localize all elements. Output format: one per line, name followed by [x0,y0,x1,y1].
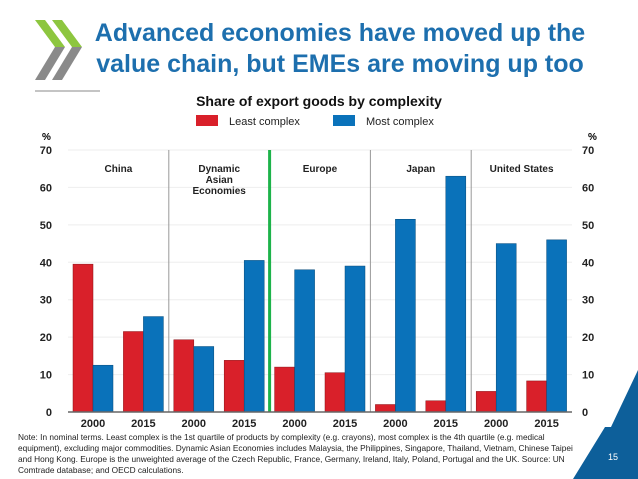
legend-label-least: Least complex [229,116,300,128]
legend-swatch-least [196,115,218,126]
x-tick-label: 2015 [434,418,458,430]
y-tick-right: 20 [582,332,594,344]
y-tick-right: 70 [582,145,594,157]
y-tick-left: 0 [46,407,52,419]
slide-title: Advanced economies have moved up the val… [80,18,600,80]
y-tick-right: 30 [582,295,594,307]
group-label: Asian [206,175,233,186]
x-tick-label: 2000 [81,418,105,430]
bar-least-2000 [72,263,94,413]
group-label: Dynamic [198,164,240,175]
bar-most-2000 [294,269,315,413]
bar-least-2000 [375,404,396,413]
bar-most-2000 [395,218,416,413]
bar-least-2015 [123,331,144,413]
bar-most-2015 [445,175,467,413]
bar-least-2000 [274,366,295,413]
y-tick-right: 10 [582,370,594,382]
y-unit-left: % [42,132,51,143]
x-tick-label: 2000 [182,418,206,430]
bar-most-2000 [495,243,517,413]
group-label: United States [490,164,554,175]
y-tick-right: 40 [582,257,594,269]
x-tick-label: 2000 [383,418,407,430]
x-tick-label: 2000 [484,418,508,430]
title-line-1: Advanced economies have moved up the [94,19,586,47]
bar-least-2015 [425,400,447,413]
y-tick-left: 40 [40,257,52,269]
bar-least-2000 [475,391,497,413]
legend-swatch-most [333,115,355,126]
footnote: Note: In nominal terms. Least complex is… [18,432,573,475]
bar-least-2015 [526,380,547,413]
y-unit-right: % [588,132,597,143]
y-tick-left: 10 [40,370,52,382]
y-tick-right: 60 [582,182,594,194]
y-tick-left: 20 [40,332,52,344]
y-tick-right: 50 [582,220,594,232]
y-tick-left: 30 [40,295,52,307]
bar-least-2000 [173,339,195,413]
bar-chart: 0 0 10 10 20 20 30 30 40 40 50 50 60 60 70 70% % Least co… [40,115,597,430]
group-label: Europe [303,164,338,175]
bar-most-2015 [546,239,567,413]
group-label: China [105,164,133,175]
bar-least-2015 [223,360,245,413]
legend-label-most: Most complex [366,116,434,128]
bar-most-2015 [143,316,164,413]
page-number: 15 [608,452,619,462]
y-tick-right: 0 [582,407,588,419]
y-tick-left: 70 [40,145,52,157]
group-label: Economies [193,186,247,197]
bar-least-2015 [324,372,346,413]
oecd-logo [35,20,100,92]
group-label: Japan [406,164,435,175]
x-tick-label: 2015 [131,418,155,430]
y-tick-left: 50 [40,220,52,232]
corner-decoration [573,370,638,479]
x-tick-label: 2015 [232,418,256,430]
bar-most-2000 [92,364,114,413]
x-tick-label: 2000 [282,418,306,430]
bar-most-2000 [193,346,215,413]
title-line-2: value chain, but EMEs are moving up too [96,50,584,78]
x-tick-label: 2015 [534,418,558,430]
bar-most-2015 [243,260,265,413]
bar-most-2015 [344,265,366,413]
y-tick-left: 60 [40,182,52,194]
x-tick-label: 2015 [333,418,357,430]
chart-title: Share of export goods by complexity [196,93,442,109]
